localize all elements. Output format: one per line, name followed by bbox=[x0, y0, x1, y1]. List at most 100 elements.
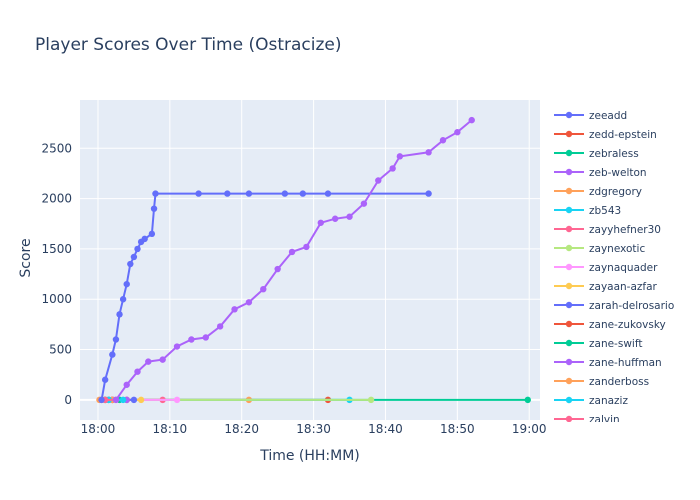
data-point bbox=[224, 190, 231, 197]
data-point bbox=[137, 396, 145, 404]
legend-label: zanaziz bbox=[589, 395, 628, 407]
legend-marker bbox=[565, 168, 573, 176]
x-tick-label: 18:40 bbox=[368, 422, 403, 436]
y-tick-label: 0 bbox=[64, 393, 72, 407]
data-point bbox=[245, 190, 253, 197]
x-tick-label: 18:20 bbox=[224, 422, 259, 436]
legend-marker bbox=[565, 244, 573, 252]
x-tick-label: 18:30 bbox=[296, 422, 331, 436]
legend-item[interactable]: zayaan-azfar bbox=[554, 281, 658, 293]
legend-label: zane-swift bbox=[589, 338, 642, 350]
legend-marker bbox=[565, 301, 573, 309]
data-point bbox=[119, 396, 127, 404]
data-point bbox=[367, 396, 375, 404]
data-point bbox=[375, 177, 382, 184]
data-point bbox=[134, 368, 141, 375]
legend-marker bbox=[565, 358, 573, 366]
data-point bbox=[299, 190, 307, 197]
legend-item[interactable]: zanaziz bbox=[554, 395, 628, 407]
y-tick-labels: 0 500 1000 1500 2000 2500 bbox=[41, 141, 72, 407]
legend-item[interactable]: zane-swift bbox=[554, 338, 642, 350]
legend-item[interactable]: zebraless bbox=[554, 148, 639, 160]
legend-label: zayyhefner30 bbox=[589, 224, 661, 236]
legend-label: zane-zukovsky bbox=[589, 319, 666, 331]
legend-item[interactable]: zaynaquader bbox=[554, 262, 658, 274]
legend-label: zalvin bbox=[589, 414, 620, 426]
data-point bbox=[389, 165, 396, 172]
legend-item[interactable]: zane-zukovsky bbox=[554, 319, 666, 331]
data-point bbox=[116, 311, 123, 318]
legend-item[interactable]: zedd-epstein bbox=[554, 129, 657, 141]
legend-item[interactable]: zaynexotic bbox=[554, 243, 645, 255]
data-point bbox=[141, 235, 148, 243]
data-point bbox=[127, 260, 134, 268]
legend-label: zebraless bbox=[589, 148, 639, 160]
data-point bbox=[202, 334, 209, 341]
legend-marker bbox=[565, 263, 573, 271]
legend-label: zedd-epstein bbox=[589, 129, 657, 141]
data-point bbox=[303, 243, 310, 251]
data-point bbox=[188, 336, 195, 343]
y-axis-title: Score bbox=[18, 238, 34, 277]
legend-marker bbox=[565, 339, 573, 347]
legend-marker bbox=[565, 320, 573, 328]
legend-item[interactable]: zdgregory bbox=[554, 186, 642, 198]
legend-marker bbox=[565, 396, 573, 404]
data-point bbox=[101, 376, 109, 383]
legend-item[interactable]: zeb-welton bbox=[554, 167, 647, 179]
legend-label: zeeadd bbox=[589, 110, 627, 122]
plot-area bbox=[80, 100, 540, 420]
data-point bbox=[159, 356, 166, 363]
data-point bbox=[346, 213, 353, 220]
legend-label: zaynexotic bbox=[589, 243, 645, 255]
x-tick-label: 18:50 bbox=[440, 422, 475, 436]
x-tick-label: 18:10 bbox=[153, 422, 188, 436]
data-point bbox=[524, 396, 531, 404]
legend-marker bbox=[565, 130, 573, 138]
legend[interactable]: zeeadd zedd-epstein zebraless zeb-welton zdg… bbox=[548, 102, 698, 426]
legend-label: zarah-delrosario bbox=[589, 300, 674, 312]
legend-label: zaynaquader bbox=[589, 262, 658, 274]
data-point bbox=[134, 245, 141, 253]
legend-label: zayaan-azfar bbox=[589, 281, 658, 293]
data-point bbox=[396, 153, 404, 160]
data-point bbox=[324, 190, 332, 197]
data-point bbox=[425, 190, 432, 197]
chart-title: Player Scores Over Time (Ostracize) bbox=[35, 35, 342, 55]
legend-item[interactable]: zeeadd bbox=[554, 110, 627, 122]
data-point bbox=[150, 205, 158, 212]
x-tick-label: 19:00 bbox=[512, 422, 547, 436]
legend-item[interactable]: zb543 bbox=[554, 205, 621, 217]
data-point bbox=[130, 253, 138, 261]
legend-items: zeeadd zedd-epstein zebraless zeb-welton zdg… bbox=[554, 110, 674, 426]
legend-marker bbox=[565, 111, 573, 119]
data-point bbox=[288, 248, 296, 256]
legend-item[interactable]: zanderboss bbox=[554, 376, 649, 388]
legend-marker bbox=[565, 149, 573, 157]
data-point bbox=[231, 306, 238, 313]
legend-marker bbox=[565, 377, 573, 385]
data-point bbox=[152, 190, 159, 197]
legend-label: zane-huffman bbox=[589, 357, 662, 369]
data-point bbox=[360, 200, 368, 207]
gridlines bbox=[80, 100, 540, 420]
data-point bbox=[425, 149, 432, 156]
legend-label: zb543 bbox=[589, 205, 621, 217]
legend-item[interactable]: zalvin bbox=[554, 414, 620, 426]
y-tick-label: 500 bbox=[49, 343, 72, 357]
legend-item[interactable]: zane-huffman bbox=[554, 357, 662, 369]
series-zeeadd bbox=[98, 190, 432, 404]
y-tick-label: 1000 bbox=[41, 292, 72, 306]
data-point bbox=[112, 336, 120, 343]
series-zeb-welton bbox=[112, 116, 475, 404]
legend-label: zdgregory bbox=[589, 186, 642, 198]
data-point bbox=[123, 381, 130, 388]
legend-item[interactable]: zayyhefner30 bbox=[554, 224, 661, 236]
legend-marker bbox=[565, 225, 573, 233]
y-tick-label: 2500 bbox=[41, 141, 72, 155]
data-point bbox=[195, 190, 202, 197]
legend-item[interactable]: zarah-delrosario bbox=[554, 300, 674, 312]
legend-label: zanderboss bbox=[589, 376, 649, 388]
y-tick-label: 2000 bbox=[41, 192, 72, 206]
